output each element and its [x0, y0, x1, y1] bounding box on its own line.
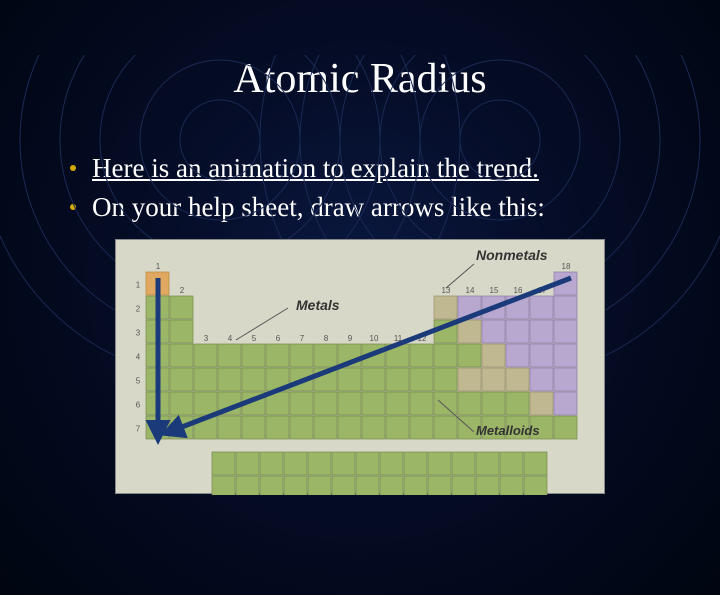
svg-text:2: 2: [180, 286, 185, 295]
svg-text:10: 10: [370, 334, 379, 343]
svg-text:9: 9: [348, 334, 353, 343]
svg-text:5: 5: [136, 377, 141, 386]
bullet-list: Here is an animation to explain the tren…: [70, 151, 720, 225]
svg-text:Nonmetals: Nonmetals: [476, 247, 548, 263]
svg-text:Metals: Metals: [296, 297, 340, 313]
svg-text:4: 4: [136, 353, 141, 362]
bullet-link-text[interactable]: Here is an animation to explain the tren…: [92, 151, 539, 186]
svg-text:2: 2: [136, 305, 141, 314]
bullet-item: On your help sheet, draw arrows like thi…: [70, 190, 720, 225]
svg-text:3: 3: [136, 329, 141, 338]
svg-text:18: 18: [562, 262, 571, 271]
periodic-table-diagram: 1234567891011121314151617181234567Metals…: [115, 239, 605, 494]
svg-text:Metalloids: Metalloids: [476, 423, 540, 438]
bullet-dot-icon: [70, 165, 76, 171]
svg-text:6: 6: [276, 334, 281, 343]
svg-text:5: 5: [252, 334, 257, 343]
svg-text:4: 4: [228, 334, 233, 343]
svg-text:1: 1: [136, 281, 141, 290]
svg-text:6: 6: [136, 401, 141, 410]
bullet-item[interactable]: Here is an animation to explain the tren…: [70, 151, 720, 186]
bullet-dot-icon: [70, 204, 76, 210]
svg-text:15: 15: [490, 286, 499, 295]
svg-text:16: 16: [514, 286, 523, 295]
svg-text:1: 1: [156, 262, 161, 271]
svg-text:14: 14: [466, 286, 475, 295]
svg-text:7: 7: [300, 334, 305, 343]
bullet-text: On your help sheet, draw arrows like thi…: [92, 190, 545, 225]
svg-text:7: 7: [136, 425, 141, 434]
slide-title: Atomic Radius: [0, 55, 720, 103]
svg-text:8: 8: [324, 334, 329, 343]
svg-text:3: 3: [204, 334, 209, 343]
